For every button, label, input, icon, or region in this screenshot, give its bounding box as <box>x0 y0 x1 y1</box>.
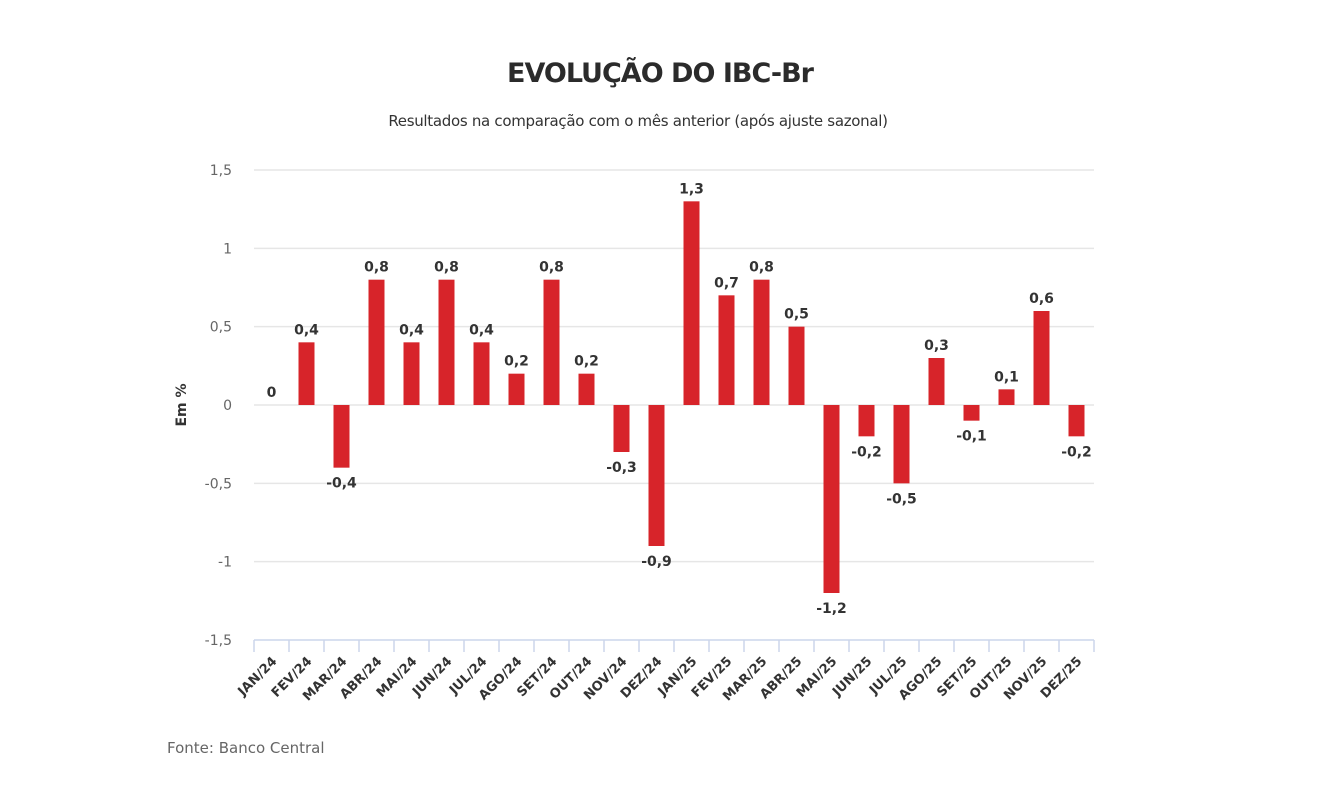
bar <box>473 342 490 405</box>
data-label: 1,3 <box>679 181 704 197</box>
data-label: 0,5 <box>784 307 809 323</box>
bar <box>508 373 525 405</box>
bar <box>683 201 700 405</box>
data-label: 0,8 <box>364 260 389 276</box>
data-label: -0,3 <box>606 460 637 476</box>
data-label: 0,4 <box>469 322 494 338</box>
data-label: 0,2 <box>574 354 599 370</box>
data-label: 0,8 <box>539 260 564 276</box>
data-label: -0,2 <box>851 444 882 460</box>
bar <box>368 279 385 405</box>
data-label: 0,4 <box>294 322 319 338</box>
data-label: -0,1 <box>956 429 987 445</box>
data-label: 0,7 <box>714 275 739 291</box>
y-tick-label: 1 <box>223 241 232 257</box>
source-note: Fonte: Banco Central <box>167 739 325 757</box>
bar <box>928 358 945 405</box>
chart-title: EVOLUÇÃO DO IBC-Br <box>507 58 814 89</box>
bar <box>788 326 805 405</box>
bar <box>578 373 595 405</box>
data-label: 0,8 <box>749 260 774 276</box>
bar <box>438 279 455 405</box>
data-label: -0,5 <box>886 491 917 507</box>
gridlines <box>254 169 1094 563</box>
y-axis-label: Em % <box>174 383 190 426</box>
bar <box>333 405 350 468</box>
bar <box>998 389 1015 405</box>
y-tick-label: 1,5 <box>210 163 232 179</box>
bar <box>718 295 735 405</box>
data-label: 0,4 <box>399 322 424 338</box>
y-axis-ticks: 1,5 1 0,5 0 -0,5 -1 -1,5 <box>205 163 232 649</box>
bar <box>298 342 315 405</box>
data-label: 0,6 <box>1029 291 1054 307</box>
data-labels: 0 0,4 -0,4 0,8 0,4 0,8 0,4 0,2 0,8 0,2 -0,3 -0,9 1,3… <box>267 181 1092 617</box>
y-tick-label: -1 <box>218 555 232 571</box>
bar <box>963 405 980 421</box>
x-axis: JAN/24FEV/24MAR/24ABR/24MAI/24JUN/24JUL/… <box>235 639 1095 704</box>
data-label: 0 <box>267 385 277 401</box>
data-label: -0,2 <box>1061 444 1092 460</box>
data-label: -0,4 <box>326 476 357 492</box>
bar <box>1068 405 1085 437</box>
bars <box>298 201 1085 593</box>
chart-subtitle: Resultados na comparação com o mês anter… <box>388 112 888 130</box>
bar <box>893 405 910 484</box>
data-label: 0,2 <box>504 354 529 370</box>
data-label: -1,2 <box>816 601 847 617</box>
data-label: 0,3 <box>924 338 949 354</box>
y-tick-label: -1,5 <box>205 633 232 649</box>
bar <box>403 342 420 405</box>
y-tick-label: 0 <box>223 398 232 414</box>
bar <box>823 405 840 593</box>
y-tick-label: 0,5 <box>210 320 232 336</box>
data-label: 0,1 <box>994 369 1019 385</box>
bar <box>543 279 560 405</box>
data-label: -0,9 <box>641 554 672 570</box>
data-label: 0,8 <box>434 260 459 276</box>
bar <box>858 405 875 437</box>
y-tick-label: -0,5 <box>205 476 232 492</box>
bar <box>1033 311 1050 405</box>
bar <box>613 405 630 452</box>
bar <box>753 279 770 405</box>
bar <box>648 405 665 546</box>
